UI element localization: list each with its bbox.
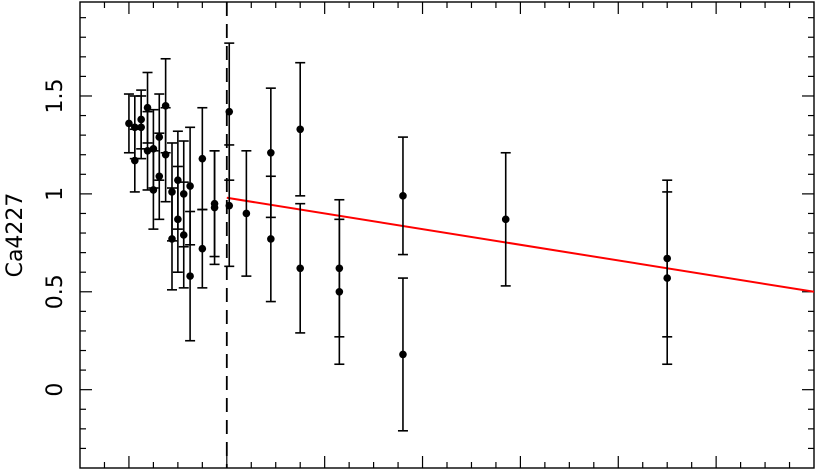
data-point — [335, 264, 344, 273]
data-point — [267, 148, 275, 157]
data-point — [155, 133, 164, 141]
data-point — [663, 254, 671, 263]
x-axis-ticks — [103, 2, 791, 468]
data-point — [179, 190, 188, 198]
data-point — [210, 203, 219, 212]
data-point — [296, 264, 305, 273]
data-point — [198, 154, 207, 163]
data-point — [137, 123, 145, 132]
y-tick-label: 0 — [43, 383, 68, 397]
y-tick-label: 0.5 — [43, 274, 68, 309]
data-point — [143, 103, 152, 112]
data-point — [296, 125, 305, 134]
data-point — [225, 201, 234, 210]
data-point — [155, 172, 164, 181]
data-point — [174, 215, 182, 224]
y-axis-title: Ca4227 — [3, 193, 28, 278]
data-point — [267, 235, 275, 243]
data-point — [131, 123, 139, 132]
data-point — [161, 150, 170, 159]
data-point — [335, 287, 344, 296]
data-point — [179, 231, 188, 239]
y-tick-label: 1 — [43, 187, 68, 201]
data-point — [168, 188, 176, 196]
data-point — [168, 235, 176, 243]
data-point — [137, 115, 145, 124]
data-point — [131, 156, 139, 165]
data-point — [242, 209, 251, 218]
y-axis-ticks: 0 0.5 1 1.5 — [43, 17, 814, 450]
y-tick-label: 1.5 — [43, 78, 68, 113]
data-point — [161, 101, 170, 110]
fit-line — [226, 196, 815, 293]
data-point — [225, 107, 234, 116]
data-point — [186, 182, 194, 190]
data-point — [399, 192, 407, 200]
data-point — [149, 186, 158, 194]
data-point — [198, 244, 207, 253]
data-point — [663, 274, 671, 282]
data-point — [186, 272, 194, 280]
data-point — [399, 350, 407, 359]
data-point — [501, 215, 510, 224]
data-points — [125, 101, 671, 359]
data-point — [125, 119, 133, 128]
data-point — [174, 176, 182, 184]
error-bars — [123, 42, 673, 432]
data-point — [149, 145, 158, 153]
data-point — [143, 147, 152, 155]
